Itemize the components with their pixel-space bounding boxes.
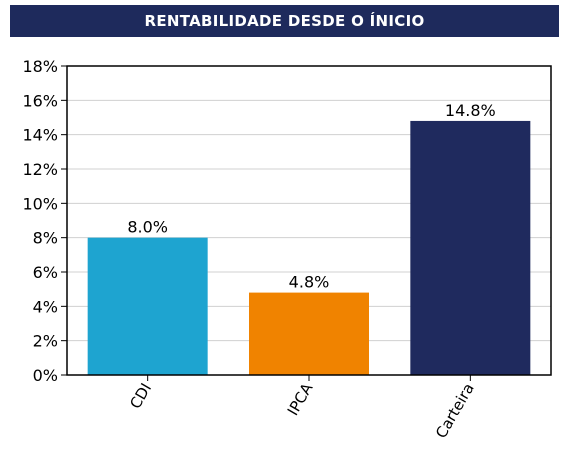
- value-label: 8.0%: [127, 218, 168, 237]
- x-tick-label: CDI: [126, 380, 155, 412]
- y-tick-label: 2%: [33, 332, 58, 351]
- bar-cdi: [87, 237, 208, 375]
- bar-ipca: [249, 292, 369, 375]
- plot-frame: [66, 65, 552, 376]
- y-tick-label: 4%: [33, 297, 58, 316]
- y-tick-label: 0%: [33, 366, 58, 385]
- y-tick-label: 10%: [22, 194, 58, 213]
- y-tick-label: 6%: [33, 263, 58, 282]
- y-tick-label: 16%: [22, 91, 58, 110]
- y-tick-label: 8%: [33, 229, 58, 248]
- y-tick-label: 12%: [22, 160, 58, 179]
- bar-carteira: [410, 120, 531, 375]
- x-tick-label: IPCA: [284, 379, 317, 418]
- y-tick-label: 14%: [22, 126, 58, 145]
- chart-title: RENTABILIDADE DESDE O ÍNICIO: [10, 5, 559, 37]
- x-tick-label: Carteira: [432, 380, 478, 441]
- value-label: 14.8%: [445, 101, 496, 120]
- value-label: 4.8%: [289, 273, 330, 292]
- y-tick-label: 18%: [22, 57, 58, 76]
